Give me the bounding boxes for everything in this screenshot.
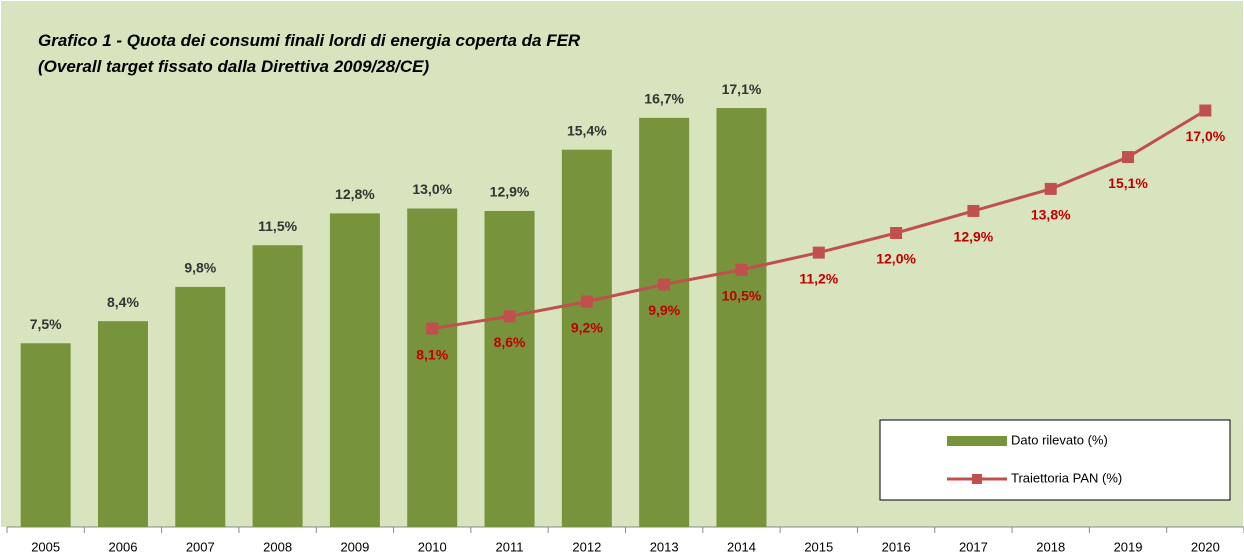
x-tick-label: 2015 bbox=[804, 539, 833, 554]
bar bbox=[639, 117, 690, 527]
marker bbox=[967, 204, 980, 217]
bar-label: 15,4% bbox=[567, 122, 607, 138]
legend-label: Traiettoria PAN (%) bbox=[1011, 470, 1122, 485]
bar bbox=[329, 213, 380, 527]
chart-title: Grafico 1 - Quota dei consumi finali lor… bbox=[38, 31, 581, 50]
bar-label: 12,8% bbox=[335, 186, 375, 202]
line-label: 10,5% bbox=[722, 287, 762, 303]
bar-label: 16,7% bbox=[644, 91, 684, 107]
x-tick-label: 2007 bbox=[186, 539, 215, 554]
x-tick-label: 2020 bbox=[1191, 539, 1220, 554]
line-label: 9,2% bbox=[571, 319, 603, 335]
line-label: 12,0% bbox=[876, 251, 916, 267]
marker bbox=[580, 295, 593, 308]
x-tick-label: 2005 bbox=[31, 539, 60, 554]
bar bbox=[97, 321, 148, 527]
bar-label: 11,5% bbox=[258, 218, 297, 234]
x-tick-label: 2018 bbox=[1036, 539, 1065, 554]
bar bbox=[561, 149, 612, 527]
x-tick-label: 2014 bbox=[727, 539, 756, 554]
marker bbox=[1044, 182, 1057, 195]
marker bbox=[658, 278, 671, 291]
line-label: 8,1% bbox=[416, 346, 448, 362]
line-label: 17,0% bbox=[1185, 128, 1225, 144]
bar-label: 13,0% bbox=[412, 181, 452, 197]
marker bbox=[1199, 104, 1212, 117]
x-tick-label: 2009 bbox=[340, 539, 369, 554]
x-tick-label: 2008 bbox=[263, 539, 292, 554]
line-label: 11,2% bbox=[799, 270, 838, 286]
bar-label: 17,1% bbox=[722, 81, 762, 97]
bar-label: 7,5% bbox=[30, 316, 62, 332]
line-label: 12,9% bbox=[954, 229, 994, 245]
bar bbox=[252, 245, 303, 527]
legend-label: Dato rilevato (%) bbox=[1011, 432, 1108, 447]
bar-label: 12,9% bbox=[490, 184, 530, 200]
line-label: 8,6% bbox=[494, 334, 526, 350]
marker bbox=[812, 246, 825, 259]
line-label: 9,9% bbox=[648, 302, 680, 318]
marker bbox=[735, 263, 748, 276]
x-tick-label: 2010 bbox=[418, 539, 447, 554]
x-tick-label: 2017 bbox=[959, 539, 988, 554]
x-tick-label: 2019 bbox=[1114, 539, 1143, 554]
legend-swatch bbox=[972, 474, 982, 484]
bar bbox=[20, 343, 71, 527]
bar bbox=[407, 208, 458, 527]
bar-label: 8,4% bbox=[107, 294, 139, 310]
marker bbox=[890, 227, 903, 239]
marker bbox=[503, 310, 516, 323]
x-tick-label: 2013 bbox=[650, 539, 679, 554]
bar bbox=[716, 108, 767, 528]
bar-label: 9,8% bbox=[184, 260, 216, 276]
line-label: 15,1% bbox=[1108, 175, 1148, 191]
bar bbox=[175, 286, 226, 527]
x-tick-label: 2012 bbox=[572, 539, 601, 554]
chart-subtitle: (Overall target fissato dalla Direttiva … bbox=[38, 57, 430, 76]
marker bbox=[426, 322, 439, 335]
x-tick-label: 2006 bbox=[109, 539, 138, 554]
marker bbox=[1122, 151, 1135, 164]
legend-swatch bbox=[947, 436, 1007, 446]
line-label: 13,8% bbox=[1031, 207, 1071, 223]
x-tick-label: 2011 bbox=[496, 539, 524, 554]
bar bbox=[484, 210, 535, 527]
legend-box bbox=[879, 419, 1231, 501]
x-tick-label: 2016 bbox=[882, 539, 911, 554]
